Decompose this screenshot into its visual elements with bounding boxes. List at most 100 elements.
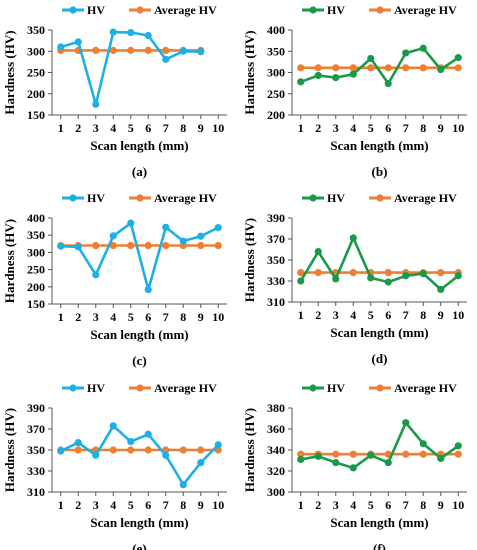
x-tick-label: 7: [163, 498, 169, 512]
y-tick-label: 380: [267, 401, 285, 415]
data-point-hv: [437, 454, 445, 462]
chart-panel-2: 200 250 300 350 400 1 2 3 4 5 6 7 8 9 10 Scan length (m…: [242, 3, 467, 179]
x-tick-label: 6: [145, 121, 151, 135]
x-tick-label: 9: [198, 121, 204, 135]
y-tick-label: 300: [267, 485, 285, 499]
legend-swatch-marker: [309, 384, 317, 392]
legend-swatch-marker: [309, 194, 317, 202]
x-tick-label: 1: [298, 308, 304, 322]
y-tick-label: 350: [27, 23, 45, 37]
y-tick-label: 400: [27, 211, 45, 225]
data-point-hv: [127, 28, 135, 37]
data-point-average-hv: [109, 446, 117, 454]
series-line-hv: [60, 424, 220, 486]
data-point-hv: [57, 242, 65, 250]
data-point-average-hv: [384, 269, 392, 277]
data-point-average-hv: [197, 446, 205, 454]
data-point-hv: [74, 243, 82, 251]
y-tick-label: 250: [267, 87, 285, 101]
x-tick-label: 2: [75, 498, 81, 512]
y-tick-label: 350: [27, 228, 45, 242]
data-point-hv: [419, 44, 427, 52]
y-tick-label: 300: [27, 245, 45, 259]
x-tick-label: 8: [180, 121, 186, 135]
data-point-hv: [127, 219, 135, 227]
y-tick-label: 300: [267, 66, 285, 80]
y-tick-label: 310: [27, 485, 45, 499]
x-tick-label: 4: [110, 121, 116, 135]
data-point-average-hv: [419, 450, 427, 458]
x-tick-label: 10: [212, 121, 224, 135]
data-point-average-hv: [74, 446, 82, 454]
x-tick-label: 1: [58, 310, 64, 324]
data-point-hv: [454, 272, 462, 280]
y-axis-title: Hardness (HV): [2, 408, 17, 492]
data-point-hv: [109, 232, 117, 240]
chart-panel-1: 150 200 250 300 350 1 2 3 4 5 6 7 8 9 10 Scan length (m…: [2, 3, 227, 179]
x-tick-label: 10: [452, 498, 464, 512]
data-point-average-hv: [454, 64, 462, 72]
data-point-hv: [144, 31, 152, 40]
x-tick-label: 10: [212, 310, 224, 324]
data-point-average-hv: [162, 241, 170, 250]
x-tick-label: 2: [75, 310, 81, 324]
legend-swatch-marker: [309, 6, 317, 14]
y-tick-label: 400: [267, 23, 285, 37]
x-tick-label: 5: [128, 310, 134, 324]
data-point-hv: [57, 43, 65, 51]
data-point-average-hv: [367, 64, 375, 72]
y-axis-title: Hardness (HV): [2, 30, 17, 114]
data-point-hv: [367, 274, 375, 282]
x-tick-label: 3: [93, 498, 99, 512]
data-point-hv: [402, 272, 410, 280]
y-tick-label: 330: [27, 464, 45, 478]
x-tick-label: 5: [128, 121, 134, 135]
x-tick-label: 4: [110, 310, 116, 324]
x-tick-label: 1: [298, 498, 304, 512]
legend-swatch-marker: [69, 194, 77, 202]
x-tick-label: 5: [368, 121, 374, 135]
x-tick-label: 9: [438, 498, 444, 512]
data-point-average-hv: [144, 46, 152, 55]
y-tick-label: 320: [267, 464, 285, 478]
legend-entry: HV: [87, 191, 105, 205]
data-point-average-hv: [419, 64, 427, 72]
data-point-hv: [314, 71, 322, 80]
y-tick-label: 360: [267, 422, 285, 436]
panel-letter: (a): [132, 164, 147, 179]
legend-swatch-marker: [69, 384, 77, 392]
x-tick-label: 6: [385, 121, 391, 135]
data-point-hv: [197, 48, 205, 56]
data-point-hv: [297, 78, 305, 86]
panel-letter: (b): [372, 164, 388, 179]
x-tick-label: 9: [438, 308, 444, 322]
data-point-average-hv: [402, 450, 410, 458]
chart-panel-5: 310 330 350 370 390 1 2 3 4 5 6 7 8 9 10 Scan length (m…: [2, 381, 227, 550]
x-tick-label: 7: [403, 121, 409, 135]
data-point-hv: [419, 270, 427, 278]
panel-letter: (c): [132, 353, 146, 368]
x-tick-label: 6: [145, 310, 151, 324]
y-axis-title: Hardness (HV): [242, 408, 257, 492]
data-point-average-hv: [349, 64, 357, 72]
data-point-hv: [57, 447, 65, 455]
data-point-hv: [437, 65, 445, 74]
data-point-hv: [109, 28, 117, 36]
y-tick-label: 340: [267, 443, 285, 457]
data-point-hv: [179, 481, 187, 489]
data-point-hv: [332, 459, 340, 467]
data-point-average-hv: [144, 446, 152, 454]
y-axis-title: Hardness (HV): [242, 218, 257, 302]
data-point-hv: [197, 459, 205, 467]
x-tick-label: 4: [350, 121, 356, 135]
data-point-average-hv: [127, 46, 135, 55]
x-tick-label: 8: [420, 121, 426, 135]
data-point-average-hv: [314, 269, 322, 277]
y-axis-title: Hardness (HV): [2, 219, 17, 303]
legend-entry: HV: [87, 381, 105, 395]
x-tick-label: 9: [198, 498, 204, 512]
y-tick-label: 250: [27, 66, 45, 80]
series-line-hv: [300, 421, 460, 470]
y-tick-label: 350: [267, 253, 285, 267]
